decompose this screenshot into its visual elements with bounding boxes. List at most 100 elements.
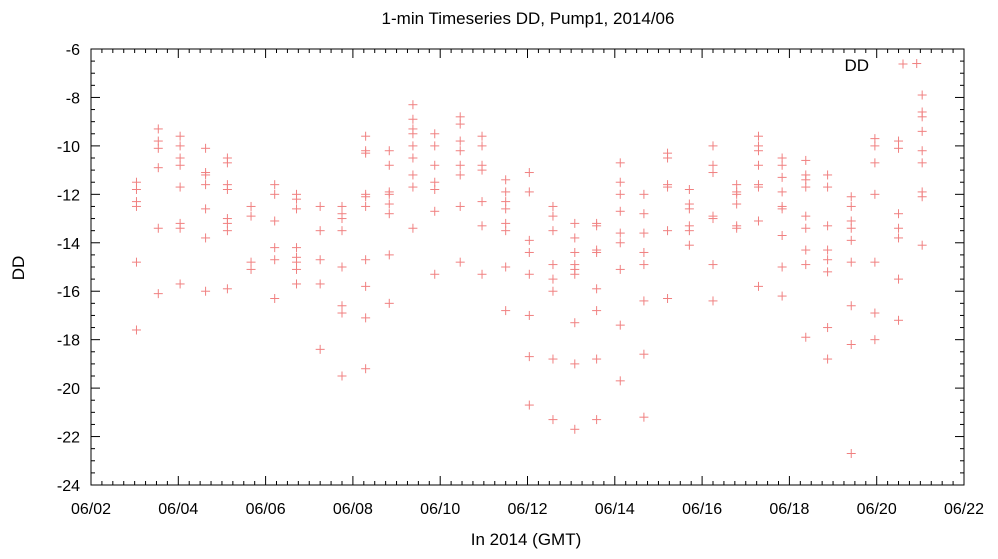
data-point [753, 146, 763, 156]
data-point [270, 255, 280, 265]
data-point [270, 243, 280, 253]
data-point [222, 226, 232, 236]
data-point [870, 257, 880, 267]
legend-plus-icon [898, 59, 908, 69]
data-point [823, 221, 833, 231]
data-point [663, 153, 673, 163]
data-point [524, 247, 534, 257]
data-point [270, 293, 280, 303]
data-point [615, 158, 625, 168]
y-tick-label: -24 [57, 478, 80, 495]
data-point [246, 201, 256, 211]
data-point [777, 160, 787, 170]
y-tick-label: -22 [57, 430, 80, 447]
data-point [846, 235, 856, 245]
data-point [548, 201, 558, 211]
data-point [201, 286, 211, 296]
data-point [153, 143, 163, 153]
data-point [361, 148, 371, 158]
data-point [846, 257, 856, 267]
data-point [870, 141, 880, 151]
data-point [639, 209, 649, 219]
data-point [315, 279, 325, 289]
data-point [548, 260, 558, 270]
data-point [870, 308, 880, 318]
data-point [917, 146, 927, 156]
data-point [292, 194, 302, 204]
data-point [917, 126, 927, 136]
data-point [131, 201, 141, 211]
data-point [408, 114, 418, 124]
data-point [501, 187, 511, 197]
data-point [823, 245, 833, 255]
data-point [384, 146, 394, 156]
x-tick-label: 06/02 [71, 501, 111, 518]
data-point [501, 175, 511, 185]
data-point [524, 269, 534, 279]
data-point [384, 209, 394, 219]
data-point [153, 124, 163, 134]
data-point [430, 129, 440, 139]
data-point [455, 257, 465, 267]
legend: DD [844, 56, 908, 75]
x-axis-label: In 2014 (GMT) [471, 530, 582, 549]
data-point [615, 228, 625, 238]
data-point [455, 201, 465, 211]
data-point [384, 189, 394, 199]
data-point [337, 308, 347, 318]
data-point [753, 281, 763, 291]
legend-marker-dd [898, 59, 908, 69]
data-point [455, 160, 465, 170]
x-tick-label: 06/22 [944, 501, 984, 518]
data-point [684, 204, 694, 214]
data-point [708, 296, 718, 306]
data-point [501, 204, 511, 214]
data-point [361, 131, 371, 141]
data-point [732, 199, 742, 209]
data-point [361, 364, 371, 374]
data-point [524, 400, 534, 410]
data-point [315, 344, 325, 354]
data-point [684, 184, 694, 194]
data-point [639, 228, 649, 238]
data-point [870, 189, 880, 199]
data-point [684, 240, 694, 250]
data-point [270, 216, 280, 226]
data-point [639, 349, 649, 359]
y-axis-label: DD [9, 256, 28, 281]
data-point [408, 141, 418, 151]
data-point [548, 211, 558, 221]
data-point [639, 260, 649, 270]
data-point [246, 264, 256, 274]
data-point [708, 214, 718, 224]
data-point [894, 233, 904, 243]
data-point [455, 136, 465, 146]
data-point [732, 223, 742, 233]
data-point [570, 318, 580, 328]
data-point [663, 182, 673, 192]
data-point [823, 354, 833, 364]
data-point [292, 279, 302, 289]
data-point [663, 293, 673, 303]
data-point [846, 449, 856, 459]
data-point [477, 197, 487, 207]
data-point [175, 160, 185, 170]
data-point [753, 131, 763, 141]
data-point [592, 415, 602, 425]
data-point [408, 182, 418, 192]
data-point [455, 146, 465, 156]
data-point [201, 143, 211, 153]
data-point [153, 163, 163, 173]
data-point [777, 187, 787, 197]
x-tick-label: 06/10 [420, 501, 460, 518]
data-point [501, 306, 511, 316]
data-point [201, 204, 211, 214]
data-point [639, 247, 649, 257]
data-point [201, 170, 211, 180]
data-point [455, 119, 465, 129]
data-point [430, 141, 440, 151]
data-point [894, 209, 904, 219]
data-point [337, 371, 347, 381]
data-point [201, 233, 211, 243]
data-point [222, 158, 232, 168]
